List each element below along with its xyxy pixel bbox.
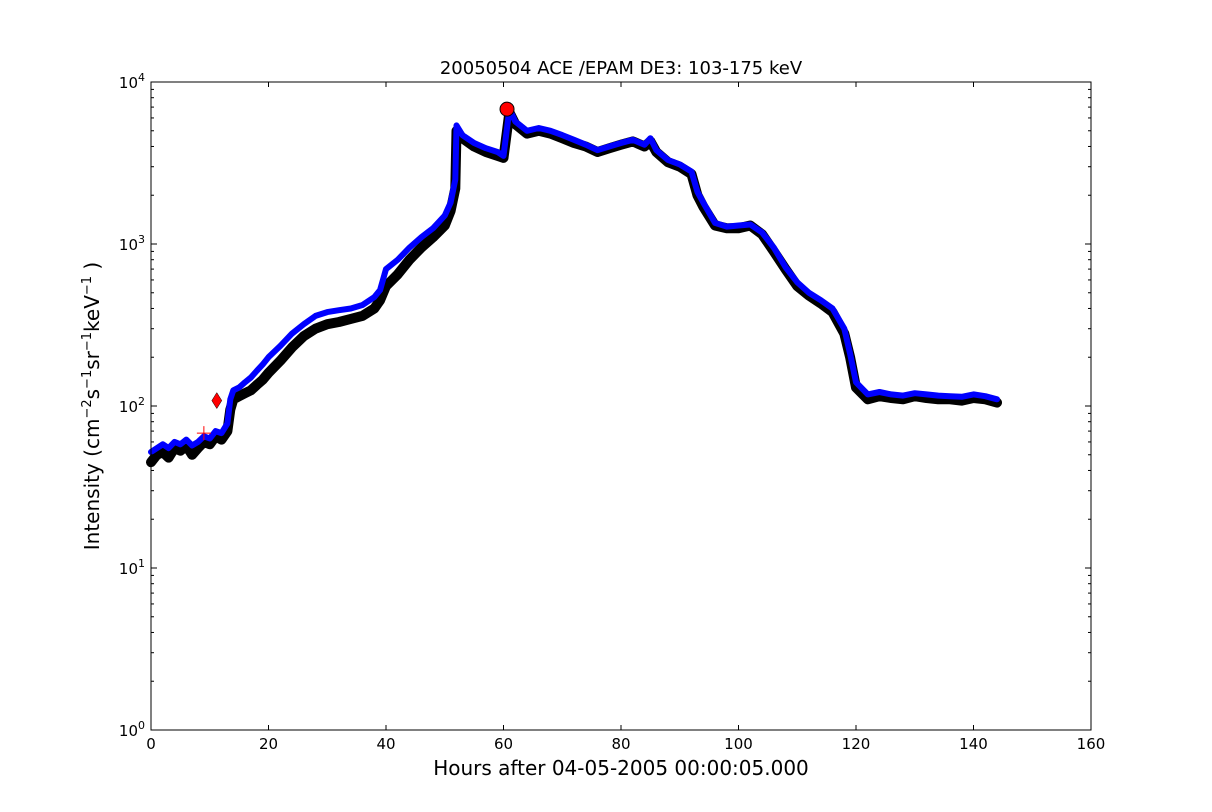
y-tick-label: 103 (119, 233, 145, 254)
x-tick-label: 80 (611, 735, 630, 753)
x-tick-label: 120 (842, 735, 871, 753)
x-tick-label: 20 (259, 735, 278, 753)
x-tick-label: 140 (959, 735, 988, 753)
marker-layer (196, 101, 515, 441)
y-axis-label: Intensity (cm−2s−1sr−1keV−1 ) (80, 262, 104, 551)
x-tick-label: 40 (376, 735, 395, 753)
x-tick-label: 160 (1077, 735, 1106, 753)
peak-marker (499, 101, 515, 117)
series-line-1 (148, 106, 1000, 455)
y-tick-label: 100 (119, 719, 145, 740)
y-axis: 100 101 102 103 104 (119, 71, 1091, 740)
plot-frame (150, 81, 1092, 731)
series-layer (146, 106, 1002, 468)
diamond-marker (211, 392, 223, 410)
series-line-0 (146, 107, 1002, 468)
x-tick-label: 60 (494, 735, 513, 753)
x-axis-label: Hours after 04-05-2005 00:00:05.000 (433, 756, 809, 780)
y-tick-label: 101 (119, 557, 145, 578)
plus-marker (196, 426, 211, 441)
x-tick-label: 100 (724, 735, 753, 753)
chart-title: 20050504 ACE /EPAM DE3: 103-175 keV (440, 58, 803, 79)
x-tick-label: 0 (146, 735, 156, 753)
y-tick-label: 102 (119, 395, 145, 416)
y-tick-label: 104 (119, 71, 145, 92)
x-axis: 0 20 40 60 80 100 120 140 160 (146, 82, 1105, 753)
